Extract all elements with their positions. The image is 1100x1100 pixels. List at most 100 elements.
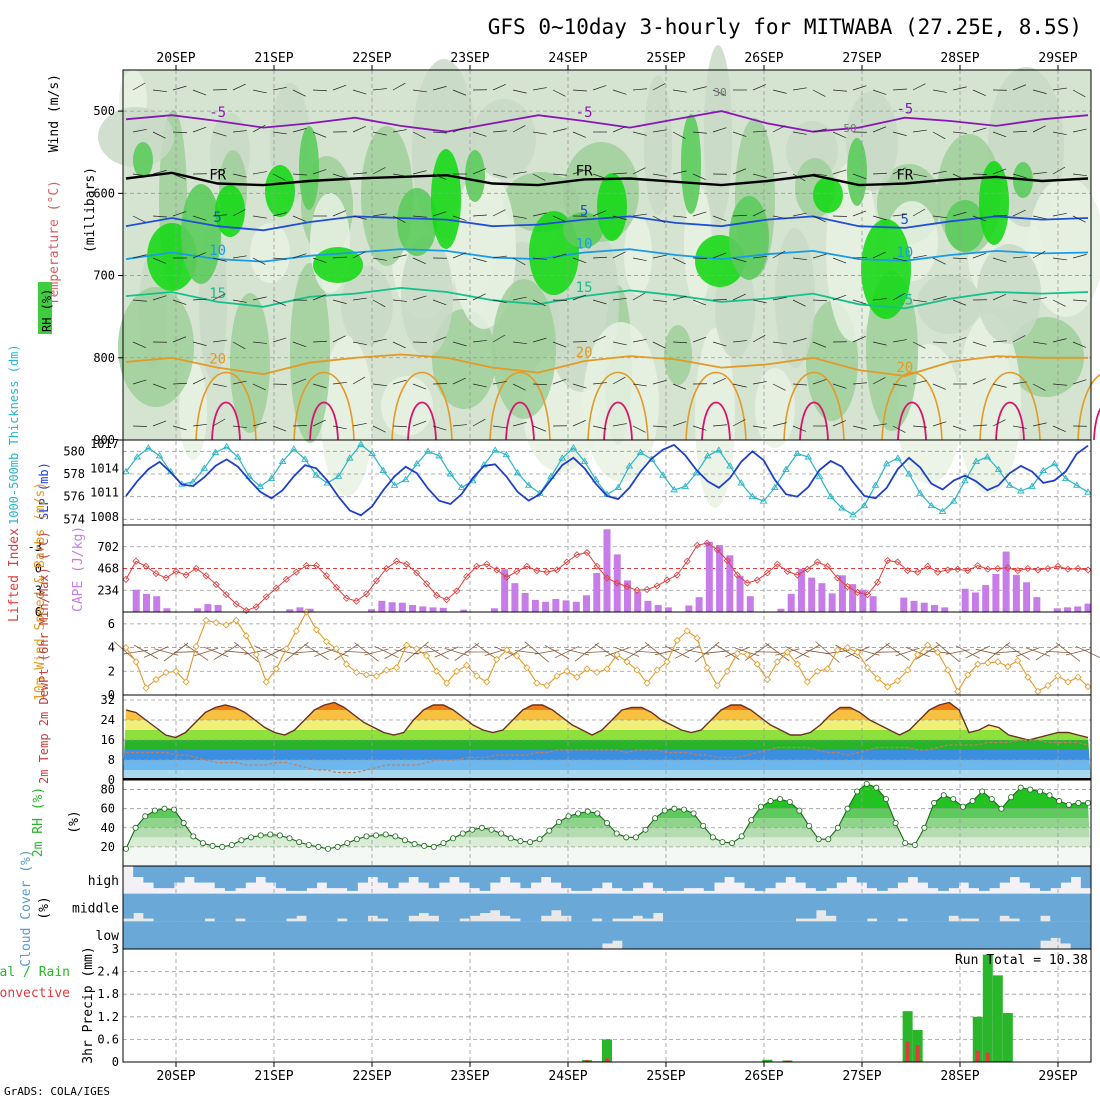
- wind-barb: [312, 383, 327, 389]
- wind-barb: [1012, 173, 1027, 179]
- wind-barb: [765, 642, 790, 662]
- wind-barb: [332, 173, 347, 179]
- wind-speed-point: [403, 641, 411, 649]
- thickness-point: [289, 445, 298, 452]
- wind-barb: [712, 89, 727, 96]
- wind-barb: [752, 381, 767, 385]
- rh-point: [892, 820, 899, 827]
- cloud-cell: [500, 921, 511, 949]
- wind-barb: [855, 648, 880, 656]
- rh-point: [729, 840, 736, 847]
- wind-barb: [532, 257, 547, 260]
- wind-barb: [612, 89, 627, 95]
- series-left: [125, 443, 1089, 516]
- lifted-index-point: [803, 565, 811, 573]
- wind-barb: [434, 646, 459, 658]
- thickness-point: [804, 453, 813, 460]
- cape-bar: [920, 602, 928, 612]
- wind-speed-point: [924, 641, 932, 649]
- data-marks: -5 -5 -5 FR FR FR 5 5 5 10 10 10 15 15 15 20 20 20 30 50: [113, 82, 1100, 1062]
- isotherm-label: -5: [896, 102, 913, 118]
- wind-speed-point: [342, 660, 351, 668]
- cloud-cell: [184, 893, 195, 922]
- cloud-cell: [357, 866, 369, 883]
- wind-barb: [1032, 171, 1047, 175]
- lifted-index-point: [713, 546, 721, 554]
- precip-conv-bar: [785, 1060, 790, 1062]
- wind-barb: [132, 128, 147, 133]
- wind-barb: [452, 341, 467, 347]
- wind-barb: [232, 83, 246, 91]
- cloud-cell: [591, 893, 603, 919]
- cloud-cell: [438, 893, 450, 922]
- cloud-cell: [550, 921, 562, 949]
- cloud-cell: [693, 893, 705, 922]
- wind-barb: [292, 253, 307, 259]
- cloud-cell: [622, 893, 633, 919]
- wind-speed-point: [122, 644, 130, 652]
- wind-barb: [172, 425, 187, 431]
- cloud-cell: [326, 921, 338, 949]
- wind-barb: [992, 383, 1007, 388]
- wind-barb: [694, 641, 720, 663]
- y-tick-label: 60: [101, 802, 115, 816]
- rh-shade-moist: [465, 150, 485, 202]
- rh-shade-moist: [181, 184, 221, 284]
- precip-conv-bar: [985, 1052, 990, 1062]
- cloud-cell: [999, 866, 1010, 883]
- lifted-index-point: [513, 567, 521, 575]
- rh-shade: [583, 322, 659, 482]
- rh-point: [661, 807, 668, 814]
- cloud-cell: [1019, 921, 1031, 949]
- rh-contour-label: 30: [713, 86, 726, 99]
- wind-barb: [552, 341, 567, 348]
- cloud-cell: [1060, 866, 1072, 883]
- cloud-cell: [897, 921, 909, 949]
- wind-speed-point: [433, 667, 441, 675]
- wind-barb: [552, 215, 566, 223]
- y-tick-label: 800: [93, 351, 115, 365]
- cloud-cell: [805, 893, 817, 919]
- wind-barb: [292, 341, 307, 348]
- series-right: [125, 443, 1089, 517]
- cloud-cell: [336, 866, 348, 889]
- credit-text: GrADS: COLA/IGES: [4, 1085, 110, 1098]
- wind-barb: [372, 213, 387, 217]
- wind-barb: [632, 257, 647, 262]
- wind-barb: [1035, 643, 1061, 661]
- isotherm-25-loop: [701, 401, 731, 441]
- isotherm-25-loop: [1093, 407, 1100, 441]
- cloud-cell: [927, 921, 939, 949]
- wind-barb: [852, 335, 866, 343]
- cloud-cell: [306, 866, 318, 889]
- wind-barb: [852, 173, 867, 180]
- cloud-cell: [367, 921, 379, 949]
- wind-barb: [572, 257, 587, 264]
- wind-barb: [932, 296, 947, 301]
- y-tick-label: 900: [93, 433, 115, 447]
- cloud-cell: [877, 893, 888, 922]
- wind-barb: [892, 167, 906, 175]
- thickness-point: [155, 451, 164, 459]
- wind-barb: [272, 131, 287, 135]
- wind-barb: [512, 215, 527, 219]
- rh-point: [286, 835, 293, 842]
- lifted-index-point: [553, 566, 561, 574]
- y-tick-label: 580: [63, 444, 85, 458]
- wind-barb: [992, 131, 1007, 138]
- x-tick-label-top: 26SEP: [744, 51, 783, 66]
- cape-bar: [490, 608, 498, 612]
- cloud-cell: [1040, 921, 1051, 941]
- wind-barb: [872, 251, 886, 259]
- x-tick-label-bottom: 28SEP: [940, 1069, 979, 1084]
- wind-barb: [152, 215, 167, 218]
- wind-barb: [492, 334, 506, 343]
- x-tick-label-top: 23SEP: [450, 51, 489, 66]
- rh-shade-moist: [861, 219, 911, 319]
- rh-point: [1027, 786, 1034, 793]
- wind-barb: [292, 128, 307, 133]
- rh-shade: [452, 169, 516, 329]
- thickness-point: [770, 483, 779, 491]
- wind-barb: [732, 168, 747, 175]
- wind-speed-point: [1034, 687, 1042, 696]
